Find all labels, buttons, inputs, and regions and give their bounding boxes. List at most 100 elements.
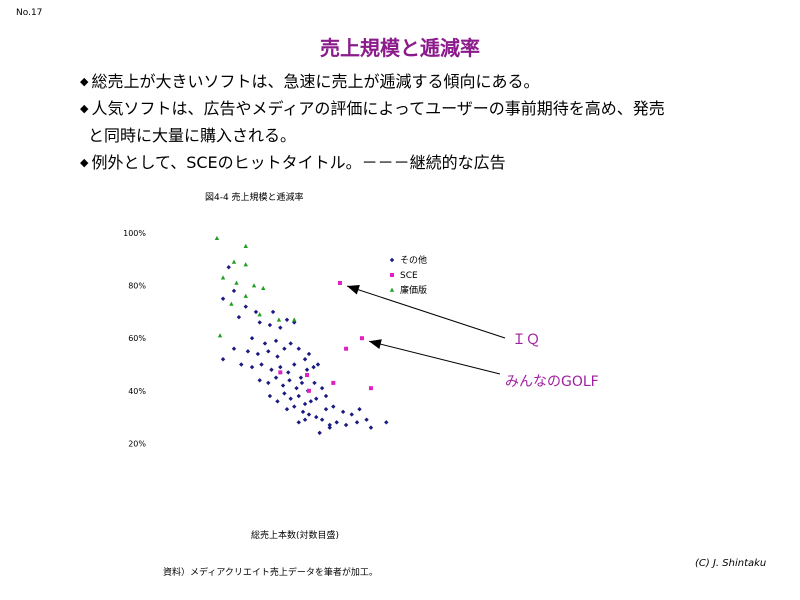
- data-point-other: [331, 404, 336, 409]
- annotation-label: みんなのGOLF: [505, 374, 599, 390]
- diamond-bullet-icon: ◆: [80, 156, 89, 169]
- annotation-arrow-line: [346, 285, 506, 339]
- data-point-other: [327, 425, 332, 430]
- y-tick-label: 80%: [128, 282, 146, 291]
- data-point-sce: [337, 280, 342, 285]
- data-point-other: [306, 351, 312, 357]
- chart-title: 図4-4 売上規模と逓減率: [205, 191, 304, 203]
- data-point-other: [302, 417, 308, 422]
- data-point-other: [354, 420, 360, 425]
- annotation-arrow-line: [368, 340, 501, 375]
- data-point-other: [273, 338, 279, 344]
- data-point-other: [269, 367, 274, 372]
- data-point-other: [314, 414, 319, 420]
- diamond-bullet-icon: ◆: [80, 102, 89, 115]
- legend-label: SCE: [400, 271, 418, 281]
- data-point-other: [267, 393, 273, 399]
- data-point-other: [287, 378, 292, 383]
- source-note: 資料）メディアクリエイト売上データを筆者が加工。: [163, 568, 378, 578]
- data-point-other: [284, 317, 290, 322]
- data-point-other: [257, 320, 262, 325]
- data-point-budget: [261, 285, 266, 291]
- data-point-other: [236, 314, 242, 320]
- data-point-other: [275, 354, 280, 359]
- data-point-other: [284, 407, 290, 412]
- data-point-other: [282, 346, 287, 351]
- data-point-other: [259, 362, 264, 367]
- bullet-text: と同時に大量に購入される。: [88, 126, 297, 145]
- y-tick-label: 100%: [123, 229, 146, 238]
- data-point-other: [243, 304, 248, 309]
- data-point-other: [294, 385, 299, 391]
- data-point-other: [296, 346, 301, 351]
- data-point-other: [245, 349, 251, 354]
- data-point-other: [298, 375, 304, 380]
- x-axis-label: 総売上本数(対数目盛): [251, 529, 339, 541]
- data-point-other: [292, 362, 297, 367]
- data-point-other: [299, 380, 305, 386]
- bullet-text: 総売上が大きいソフトは、急速に売上が逓減する傾向にある。: [91, 72, 540, 91]
- data-point-budget: [220, 275, 226, 280]
- data-point-other: [306, 412, 312, 417]
- data-point-sce: [306, 388, 311, 393]
- bullet-text: 人気ソフトは、広告やメディアの評価によってユーザーの事前期待を高め、発売: [91, 99, 665, 118]
- data-point-budget: [214, 235, 220, 241]
- legend-label: その他: [400, 254, 427, 266]
- bullet-list: ◆ 総売上が大きいソフトは、急速に売上が逓減する傾向にある。 ◆ 人気ソフトは、広告や…: [80, 68, 780, 176]
- legend-label: 廉価版: [400, 284, 427, 296]
- data-point-budget: [389, 287, 395, 292]
- annotation-arrowhead-icon: [368, 339, 382, 349]
- data-point-other: [319, 385, 325, 391]
- data-point-other: [249, 364, 255, 370]
- data-point-other: [296, 393, 301, 399]
- data-point-other: [231, 288, 237, 294]
- data-point-other: [231, 346, 237, 351]
- y-tick-label: 40%: [128, 387, 146, 396]
- data-point-other: [257, 378, 262, 383]
- data-point-other: [389, 257, 395, 263]
- data-point-budget: [229, 301, 234, 306]
- slide-number: No.17: [16, 8, 43, 18]
- data-point-other: [296, 420, 301, 425]
- data-point-other: [300, 409, 306, 415]
- data-point-budget: [276, 317, 282, 322]
- y-tick-label: 20%: [128, 439, 146, 448]
- data-point-other: [270, 309, 276, 315]
- annotation-label: ＩＱ: [512, 332, 540, 348]
- data-point-other: [308, 399, 314, 404]
- data-point-other: [357, 407, 362, 412]
- data-point-other: [368, 425, 374, 430]
- diamond-bullet-icon: ◆: [80, 75, 89, 88]
- data-point-other: [220, 357, 226, 362]
- data-point-other: [317, 430, 322, 436]
- copyright-credit: (C) J. Shintaku: [695, 558, 767, 569]
- data-point-other: [364, 417, 369, 422]
- data-point-budget: [234, 280, 239, 285]
- data-point-other: [302, 401, 308, 407]
- data-point-other: [278, 325, 283, 330]
- data-point-budget: [243, 262, 248, 267]
- data-point-other: [220, 296, 226, 301]
- data-point-other: [315, 362, 321, 367]
- data-point-other: [349, 412, 354, 417]
- data-point-other: [280, 383, 286, 388]
- data-point-other: [302, 357, 308, 362]
- data-point-other: [266, 380, 271, 386]
- data-point-other: [323, 393, 329, 399]
- data-point-other: [311, 364, 316, 370]
- data-point-sce: [278, 370, 283, 375]
- data-point-budget: [257, 312, 262, 317]
- data-point-other: [253, 309, 259, 315]
- data-point-budget: [231, 259, 237, 264]
- data-point-other: [282, 391, 287, 396]
- bullet-item: ◆ 人気ソフトは、広告やメディアの評価によってユーザーの事前期待を高め、発売 と同時…: [80, 95, 780, 149]
- bullet-text: 例外として、SCEのヒットタイトル。－－－継続的な広告: [91, 153, 506, 172]
- data-point-sce: [305, 373, 310, 378]
- slide-title: 売上規模と逓減率: [320, 36, 480, 60]
- data-point-other: [334, 420, 339, 425]
- data-point-sce: [331, 380, 336, 385]
- data-point-other: [275, 399, 280, 404]
- data-point-other: [323, 407, 329, 412]
- data-point-other: [255, 351, 261, 357]
